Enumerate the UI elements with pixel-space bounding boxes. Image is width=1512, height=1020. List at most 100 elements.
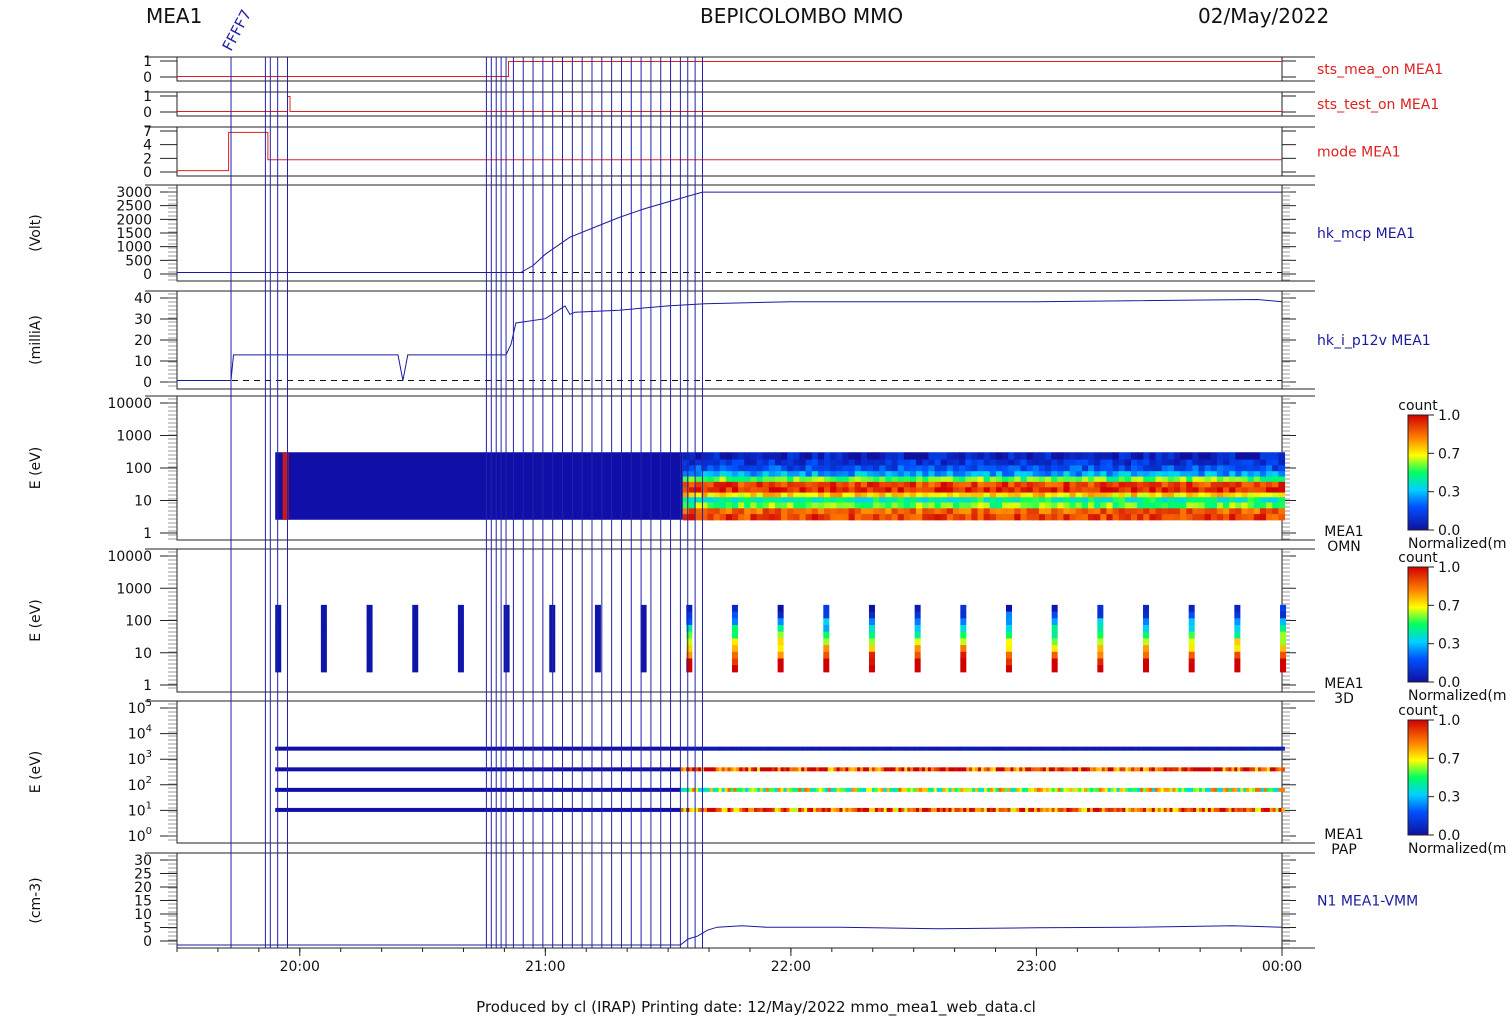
- pap-band-cell: [854, 746, 858, 751]
- pap-band-cell: [807, 746, 811, 751]
- pap-band-cell: [951, 746, 955, 751]
- omn-cell: [1045, 497, 1052, 504]
- spectrum-3d-sample: [1097, 631, 1104, 639]
- omn-cell: [1149, 497, 1157, 504]
- pap-band-cell: [1036, 746, 1041, 751]
- y-tick-label: 10: [134, 907, 152, 923]
- omn-cell: [916, 459, 923, 466]
- omn-cell: [1069, 465, 1077, 472]
- pap-band-cell: [1187, 767, 1191, 772]
- omn-cell: [1020, 492, 1028, 498]
- pap-band-cell: [689, 807, 693, 812]
- pap-band-cell: [783, 787, 787, 792]
- omn-cell: [1045, 502, 1052, 509]
- pap-band-cell: [1078, 767, 1082, 772]
- omn-cell: [1057, 459, 1065, 466]
- omn-cell: [903, 497, 911, 504]
- pap-band-cell: [927, 767, 932, 772]
- spectrum-3d-sample: [1234, 624, 1241, 633]
- omn-cell: [799, 465, 807, 472]
- omn-cell: [1020, 471, 1028, 478]
- omn-cell: [1216, 502, 1224, 509]
- omn-cell: [1161, 497, 1169, 504]
- omn-cell: [1137, 465, 1144, 472]
- omn-cell: [1057, 465, 1065, 472]
- omn-cell: [1143, 471, 1150, 478]
- pap-band-cell: [1048, 767, 1053, 772]
- omn-cell: [940, 465, 948, 472]
- omn-cell: [682, 476, 690, 483]
- omn-cell: [1155, 465, 1163, 472]
- trace-label: sts_mea_on MEA1: [1317, 62, 1443, 78]
- pap-band-cell: [1151, 767, 1156, 772]
- omn-cell: [1081, 452, 1089, 461]
- pap-band-cell: [812, 787, 817, 792]
- omn-cell: [1051, 514, 1058, 521]
- pap-band-cell: [1148, 807, 1153, 812]
- omn-cell: [928, 481, 936, 488]
- omn-cell: [891, 471, 899, 478]
- omn-cell: [1020, 476, 1028, 483]
- omn-cell: [842, 476, 850, 483]
- pap-band-cell: [718, 746, 723, 751]
- omn-cell: [1130, 502, 1138, 509]
- omn-cell: [842, 502, 850, 509]
- spectrum-3d-sample: [503, 658, 510, 666]
- pap-band-cell: [866, 787, 870, 792]
- colorbar-tick-label: 1.0: [1438, 408, 1460, 424]
- omn-cell: [1075, 514, 1083, 521]
- pap-band-cell: [880, 787, 885, 792]
- omn-cell: [707, 452, 715, 461]
- pap-band-cell: [1151, 746, 1156, 751]
- omn-cell: [873, 497, 880, 504]
- omn-cell: [1057, 497, 1065, 504]
- omn-cell: [1149, 492, 1157, 498]
- omn-cell: [940, 492, 948, 498]
- omn-cell: [762, 502, 770, 509]
- pap-band-cell: [998, 767, 1002, 772]
- pap-band-cell: [751, 807, 755, 812]
- pap-band-cell: [1128, 787, 1132, 792]
- omn-cell: [860, 514, 868, 521]
- pap-band-cell: [1257, 746, 1262, 751]
- omn-cell: [725, 476, 733, 483]
- pap-band-cell: [1222, 746, 1226, 751]
- omn-cell: [1026, 465, 1034, 472]
- omn-cell: [1173, 514, 1181, 521]
- omn-cell: [688, 465, 696, 472]
- omn-cell: [695, 459, 702, 466]
- omn-cell: [879, 497, 887, 504]
- spectrum-3d-sample: [366, 611, 373, 619]
- omn-cell: [879, 465, 887, 472]
- panel-frame: [176, 548, 1283, 693]
- pap-band-cell: [942, 807, 946, 812]
- omn-cell: [971, 476, 979, 483]
- omn-cell: [1161, 452, 1169, 461]
- spectrum-3d-sample: [320, 645, 327, 653]
- omn-cell: [934, 502, 942, 509]
- spectrum-3d-sample: [1005, 611, 1012, 619]
- omn-cell: [1173, 492, 1181, 498]
- omn-cell: [1038, 508, 1046, 515]
- omn-cell: [1075, 471, 1083, 478]
- pap-band-cell: [812, 746, 817, 751]
- pap-band-cell: [698, 807, 702, 812]
- pap-band-cell: [1060, 746, 1064, 751]
- omn-cell: [787, 452, 794, 461]
- pap-band-cell: [771, 787, 776, 792]
- pap-band-cell: [1075, 746, 1079, 751]
- trace-label: hk_mcp MEA1: [1317, 226, 1415, 242]
- omn-cell: [1112, 481, 1120, 488]
- pap-band-cell: [1190, 807, 1194, 812]
- omn-cell: [1278, 487, 1286, 494]
- omn-cell: [1069, 481, 1077, 488]
- omn-cell: [1186, 476, 1193, 483]
- pap-band-cell: [1172, 746, 1176, 751]
- pap-band-cell: [774, 746, 779, 751]
- omn-cell: [873, 481, 880, 488]
- omn-cell: [1026, 497, 1034, 504]
- pap-band-cell: [1216, 767, 1221, 772]
- omn-cell: [793, 502, 801, 509]
- pap-band-cell: [1148, 746, 1153, 751]
- pap-band-cell: [1001, 767, 1005, 772]
